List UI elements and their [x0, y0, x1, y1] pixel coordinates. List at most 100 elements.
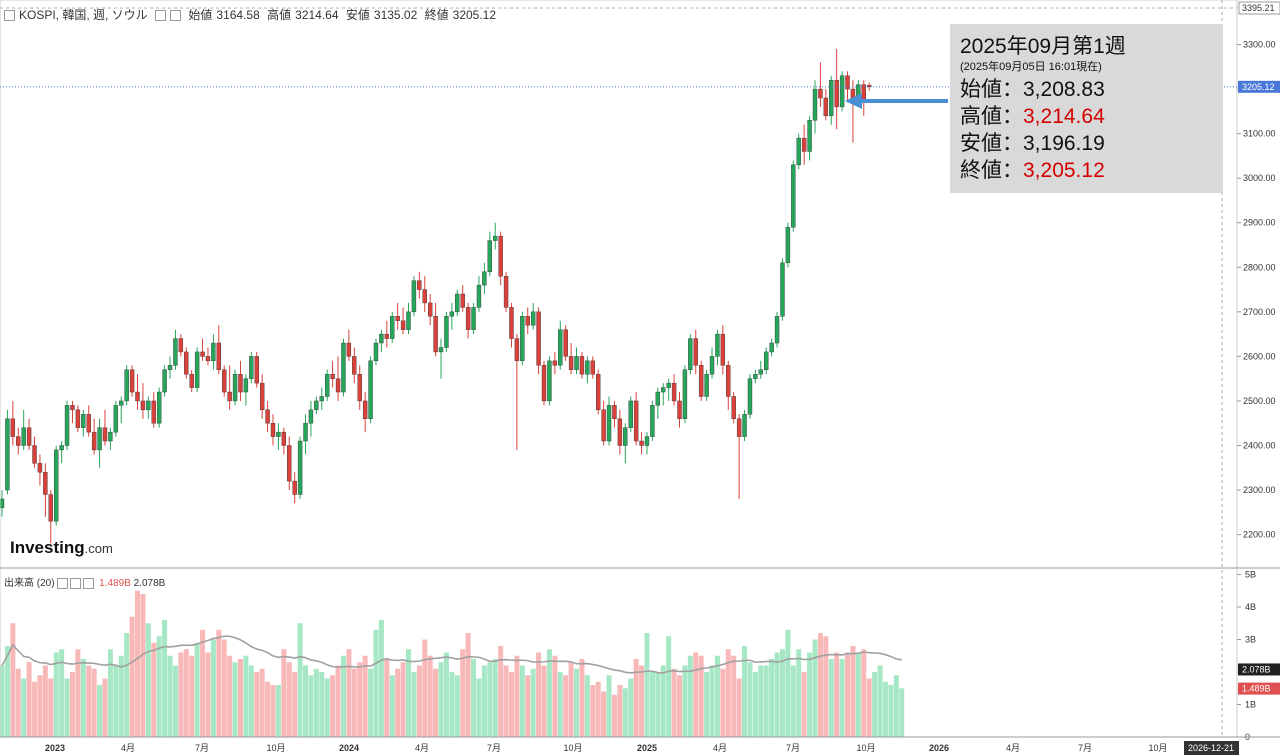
volume-bar — [628, 678, 634, 737]
volume-settings-icon[interactable] — [57, 577, 69, 589]
candle-body — [341, 342, 346, 393]
volume-hide-icon[interactable] — [70, 577, 82, 589]
volume-bar — [839, 659, 845, 737]
volume-bar — [281, 649, 287, 737]
logo-suffix: .com — [84, 541, 113, 556]
x-tick-label: 10月 — [1148, 743, 1167, 753]
volume-bar — [210, 639, 216, 737]
volume-bar — [595, 681, 601, 737]
volume-label[interactable]: 出来高 (20) — [4, 578, 55, 589]
candle-body — [97, 427, 102, 451]
volume-bar — [411, 672, 417, 737]
x-tick-label: 10月 — [856, 743, 875, 753]
volume-bar — [481, 665, 487, 737]
volume-bar — [639, 665, 645, 737]
volume-bar — [850, 646, 856, 737]
candle-body — [791, 164, 796, 228]
candle-body — [140, 400, 146, 411]
candle-body — [26, 427, 32, 446]
volume-bar — [340, 655, 346, 737]
candle-body — [612, 405, 617, 419]
candle-body — [807, 120, 812, 152]
candle-body — [406, 311, 411, 330]
candle-body — [574, 356, 579, 370]
volume-bar — [145, 623, 151, 737]
candle-body — [720, 333, 726, 366]
candle-body — [568, 356, 574, 370]
volume-bar — [845, 652, 851, 737]
candle-body — [644, 436, 650, 446]
candle-body — [552, 360, 558, 366]
symbol-label[interactable]: KOSPI, 韓国, 週, ソウル — [19, 8, 148, 22]
y-tick-label: 3100.00 — [1243, 129, 1276, 139]
candle-body — [422, 289, 427, 304]
volume-bar — [113, 665, 119, 737]
x-tick-label: 4月 — [121, 743, 135, 753]
candle-body — [839, 75, 845, 108]
volume-bar — [135, 590, 140, 737]
candle-body — [845, 75, 850, 90]
volume-bar — [606, 675, 612, 737]
candle-body — [433, 316, 438, 353]
volume-bar — [308, 675, 314, 737]
header-low-label: 安値 — [345, 8, 370, 22]
candle-body — [184, 351, 189, 375]
volume-bar — [677, 675, 682, 737]
volume-bar — [205, 652, 211, 737]
candle-body — [541, 365, 547, 402]
candle-body — [693, 338, 698, 366]
volume-close-icon[interactable] — [83, 577, 95, 589]
volume-bar — [769, 659, 775, 737]
volume-bar — [21, 678, 27, 737]
chart-header: KOSPI, 韓国, 週, ソウル 始値 3164.58 高値 3214.64 安値… — [4, 6, 500, 23]
volume-bar — [395, 668, 401, 737]
volume-bar — [351, 668, 357, 737]
volume-bar — [877, 665, 883, 737]
volume-bar — [828, 659, 834, 737]
volume-bar — [270, 685, 276, 737]
candle-body — [314, 400, 319, 411]
volume-bar — [731, 655, 737, 737]
volume-bar — [129, 616, 135, 737]
header-low: 3135.02 — [373, 8, 418, 22]
candle-body — [823, 97, 829, 117]
volume-bar — [102, 678, 108, 737]
candle-body — [411, 280, 417, 313]
volume-bar — [742, 646, 748, 737]
candle-body — [818, 88, 823, 99]
volume-bar — [319, 672, 325, 737]
candle-body — [688, 338, 693, 370]
volume-bar — [893, 675, 899, 737]
candle-body — [520, 316, 525, 362]
candle-body — [677, 400, 682, 419]
candle-body — [368, 360, 373, 419]
volume-bar — [552, 655, 558, 737]
candle-body — [238, 374, 243, 393]
candle-body — [493, 235, 498, 241]
candle-body — [661, 387, 666, 393]
volume-bar — [357, 662, 363, 737]
volume-bar — [151, 642, 157, 737]
last-price-tag-bg — [1238, 80, 1280, 93]
volume-bar — [335, 665, 341, 737]
candle-body — [666, 382, 671, 388]
x-tick-label: 4月 — [415, 743, 429, 753]
info-low: 3,196.19 — [1023, 132, 1105, 155]
volume-bar — [91, 668, 97, 737]
candle-body — [590, 360, 595, 375]
candle-body — [48, 494, 53, 522]
settings-icon[interactable] — [155, 10, 167, 22]
candle-body — [530, 311, 536, 326]
candle-body — [682, 369, 688, 419]
volume-bar — [118, 655, 124, 737]
candle-body — [482, 271, 487, 286]
volume-bar — [525, 675, 531, 737]
logo-main: Investing — [10, 538, 85, 557]
candle-body — [536, 311, 541, 366]
hide-icon[interactable] — [170, 10, 182, 22]
collapse-icon[interactable] — [4, 10, 15, 22]
candle-body — [287, 445, 292, 482]
volume-bar — [48, 678, 54, 737]
candle-body — [650, 405, 655, 437]
